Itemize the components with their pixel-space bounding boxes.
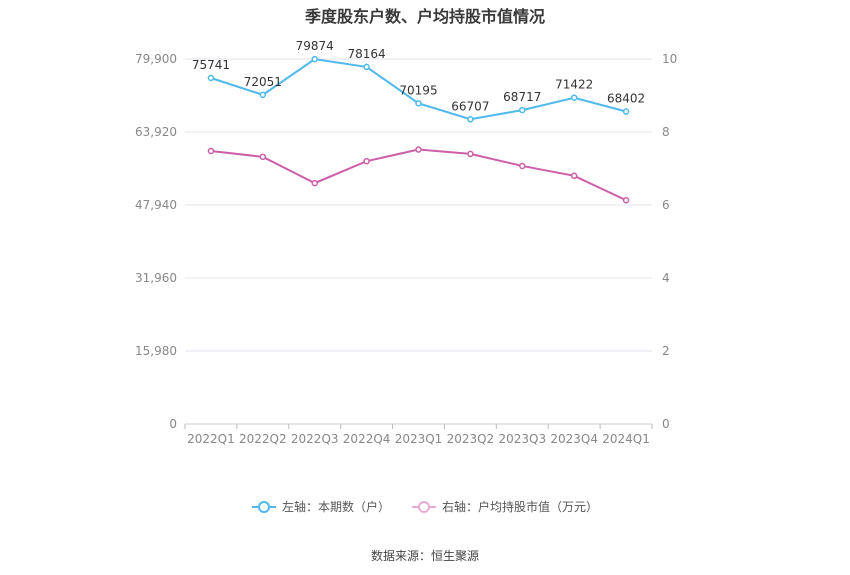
right-axis-tick-label: 6	[662, 198, 670, 212]
legend-item-right-series[interactable]: 右轴：户均持股市值（万元）	[412, 498, 598, 515]
left-series-point	[467, 116, 474, 123]
x-axis-tick-label: 2022Q1	[187, 432, 235, 446]
data-label: 71422	[555, 78, 593, 92]
legend-swatch-left-icon	[251, 500, 276, 513]
data-label: 78164	[348, 47, 386, 61]
right-series-point	[467, 150, 474, 158]
left-axis-tick-label: 63,920	[135, 125, 177, 139]
data-label: 79874	[296, 39, 334, 53]
right-series-point	[622, 197, 630, 204]
left-axis-tick-label: 31,960	[135, 271, 177, 285]
x-axis-tick-label: 2024Q1	[602, 432, 650, 446]
data-labels: 75741 72051 79874 78164 70195 66707 68717 71422…	[192, 39, 645, 113]
right-series-point	[519, 162, 526, 170]
left-axis-tick-label: 47,940	[135, 198, 177, 212]
data-label: 66707	[451, 99, 489, 113]
right-axis-tick-label: 8	[662, 125, 670, 139]
x-axis-tick-label: 2023Q4	[550, 432, 598, 446]
right-series-point	[311, 179, 318, 187]
x-axis-tick-label: 2022Q2	[239, 432, 287, 446]
left-axis-tick-label: 15,980	[135, 344, 177, 358]
left-series-point	[570, 94, 578, 101]
left-series-point	[207, 74, 215, 82]
right-axis-tick-label: 10	[662, 52, 677, 66]
chart-title: 季度股东户数、户均持股市值情况	[304, 7, 545, 26]
right-series-point	[415, 146, 422, 153]
right-series-point	[570, 172, 578, 180]
legend-item-left-series[interactable]: 左轴：本期数（户）	[251, 498, 390, 515]
left-series-point	[311, 55, 318, 63]
left-series-point	[622, 108, 630, 115]
data-label: 72051	[244, 75, 282, 89]
left-axis-tick-label: 0	[169, 417, 177, 431]
series	[207, 55, 630, 204]
data-label: 70195	[399, 83, 437, 97]
x-axis-tick-label: 2023Q3	[498, 432, 546, 446]
left-axis-tick-label: 79,900	[135, 52, 177, 66]
data-source-note: 数据来源：恒生聚源	[370, 549, 479, 563]
left-series-point	[363, 63, 370, 71]
right-axis-tick-label: 2	[662, 344, 670, 358]
x-axis-tick-label: 2023Q1	[395, 432, 443, 446]
legend-swatch-right-icon	[412, 500, 436, 513]
data-label: 75741	[192, 58, 230, 72]
left-series-point	[519, 106, 526, 114]
x-axis-tick-label: 2023Q2	[447, 432, 495, 446]
left-series-point	[259, 91, 267, 99]
data-label: 68402	[607, 92, 645, 106]
legend-label-right-series: 右轴：户均持股市值（万元）	[442, 500, 599, 514]
legend-label-left-series: 左轴：本期数（户）	[281, 500, 390, 514]
axes: 0 15,980 31,960 47,940 63,920 79,900 0 2 4 6 8 10 20…	[135, 52, 677, 446]
right-axis-tick-label: 0	[662, 417, 670, 431]
data-label: 68717	[503, 90, 541, 104]
right-series-point	[259, 153, 267, 161]
left-series-point	[415, 100, 422, 107]
legend: 左轴：本期数（户） 右轴：户均持股市值（万元）	[0, 498, 850, 515]
right-axis-tick-label: 4	[662, 271, 670, 285]
gridlines	[185, 58, 652, 425]
right-series-point	[207, 147, 215, 155]
right-series-line	[210, 148, 627, 202]
x-axis-tick-label: 2022Q3	[291, 432, 339, 446]
right-series-point	[363, 157, 370, 165]
x-axis-tick-label: 2022Q4	[343, 432, 391, 446]
